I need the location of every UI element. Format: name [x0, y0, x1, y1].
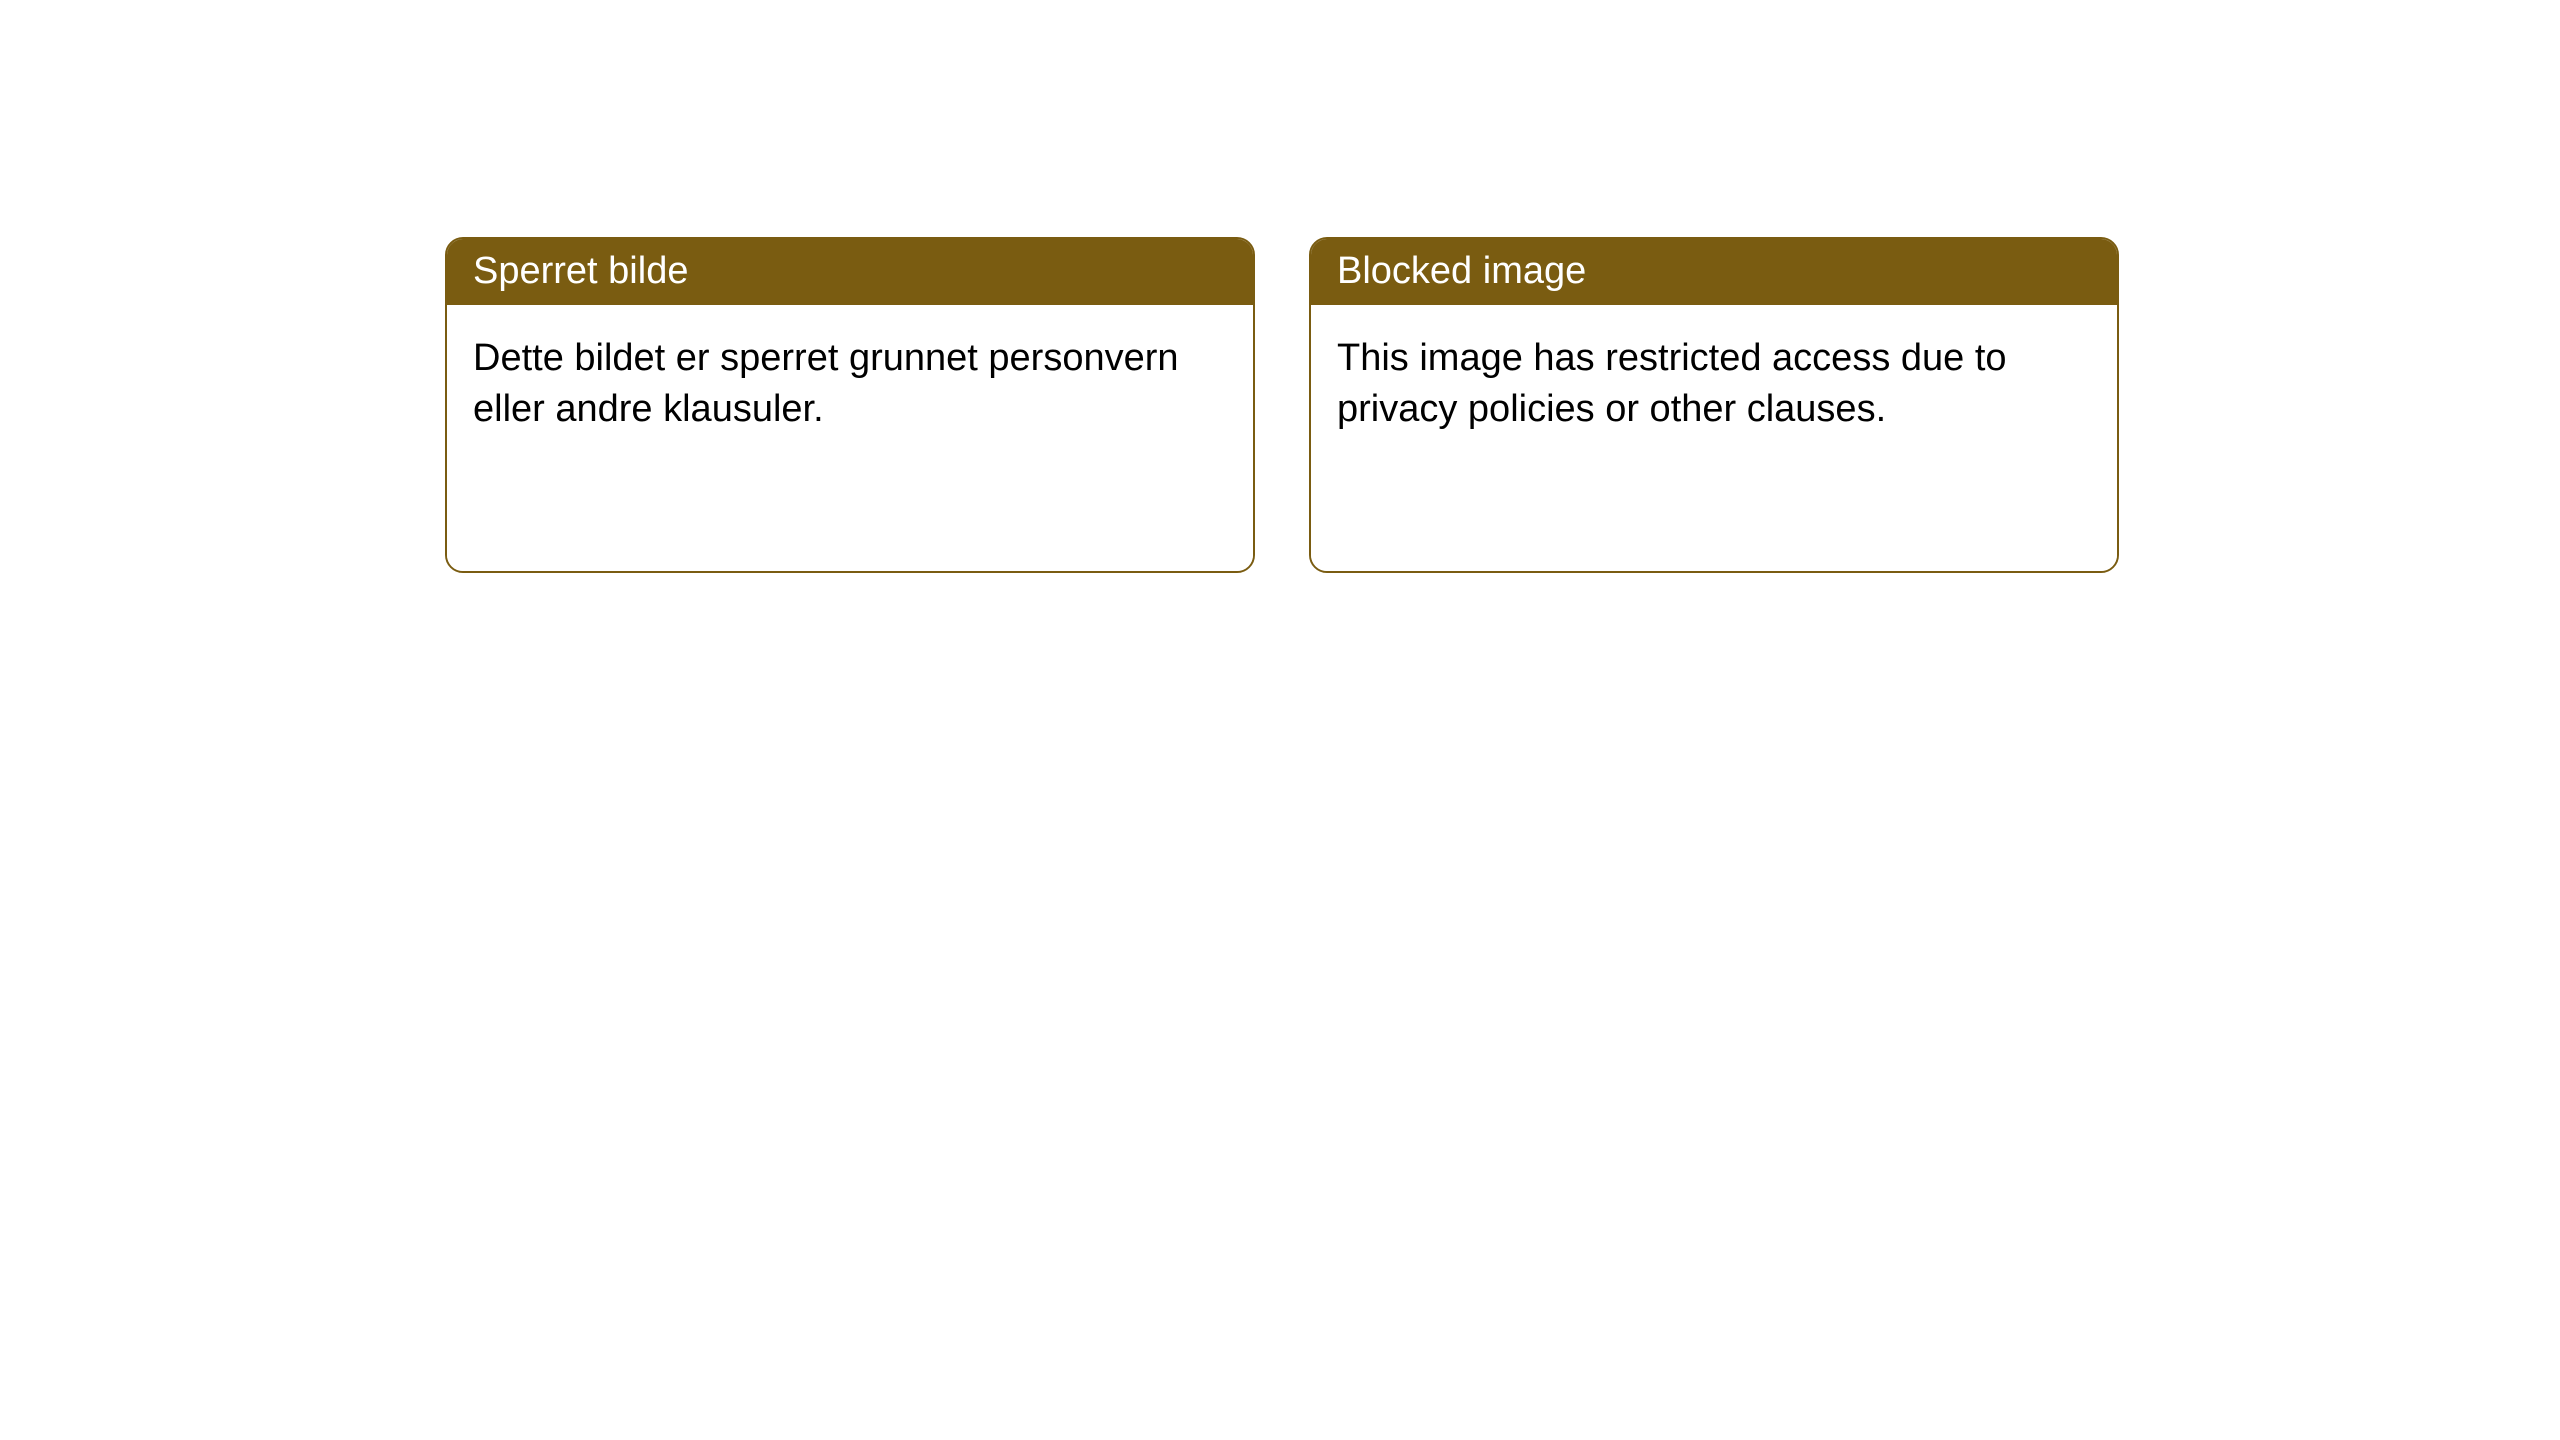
notice-title: Sperret bilde: [473, 250, 688, 292]
notice-box-norwegian: Sperret bilde Dette bildet er sperret gr…: [445, 237, 1255, 573]
notice-box-english: Blocked image This image has restricted …: [1309, 237, 2119, 573]
notice-body: Dette bildet er sperret grunnet personve…: [447, 305, 1253, 571]
notice-header: Sperret bilde: [447, 239, 1253, 305]
notice-body-text: This image has restricted access due to …: [1337, 337, 2007, 430]
notice-body: This image has restricted access due to …: [1311, 305, 2117, 571]
notice-header: Blocked image: [1311, 239, 2117, 305]
notice-container: Sperret bilde Dette bildet er sperret gr…: [0, 0, 2560, 573]
notice-title: Blocked image: [1337, 250, 1586, 292]
notice-body-text: Dette bildet er sperret grunnet personve…: [473, 337, 1179, 430]
